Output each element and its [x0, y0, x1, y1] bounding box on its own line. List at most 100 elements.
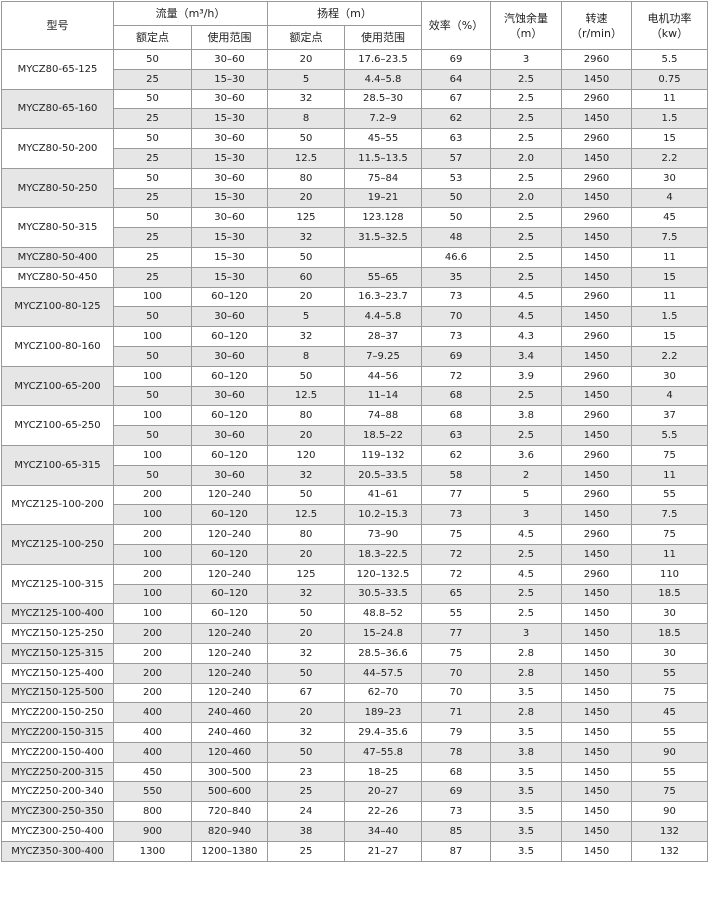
value-cell: 5	[490, 484, 562, 506]
value-cell: 7–9.25	[344, 345, 422, 367]
table-row: MYCZ100-80-125 100 60–120 20 16.3–23.7 73 4.5 2…	[1, 286, 708, 328]
table-row: 25 15–30 12.5 11.5–13.5 57 2.0 1450 2.2	[2, 147, 708, 169]
table-row: MYCZ125-100-250 200 120–240 80 73–90 75 4.5 296…	[1, 524, 708, 565]
value-cell: 3	[490, 504, 562, 526]
value-cell: 46.6	[421, 246, 491, 268]
model-cell: MYCZ150-125-400	[1, 662, 114, 684]
value-cell: 73	[421, 504, 491, 526]
table-row: 50 30–60 12.5 11–14 68 2.5 1450 4	[2, 385, 708, 407]
value-cell: 2.8	[490, 642, 562, 664]
value-cell: 100	[113, 286, 192, 308]
value-cell: 63	[421, 425, 491, 446]
value-cell: 200	[113, 642, 192, 664]
value-cell: 18.5	[631, 583, 708, 605]
model-cell: MYCZ350-300-400	[1, 840, 114, 862]
value-cell: 1450	[561, 504, 632, 526]
model-cell: MYCZ80-50-315	[1, 207, 114, 248]
value-cell: 7.5	[631, 504, 708, 526]
value-cell: 3.5	[490, 840, 562, 862]
value-cell: 80	[267, 524, 345, 545]
table-row: MYCZ250-200-340 550 500–600 25 20–27 69 3.5 145…	[1, 781, 708, 803]
header-cell: 额定点	[113, 25, 192, 50]
value-cell: 10.2–15.3	[344, 504, 422, 526]
header-cell: 汽蚀余量 （m）	[490, 1, 562, 50]
value-cell: 11	[631, 246, 708, 268]
value-cell: 37	[631, 405, 708, 427]
value-cell: 7.2–9	[344, 108, 422, 130]
value-cell: 1450	[561, 345, 632, 367]
value-cell: 5	[267, 68, 345, 90]
value-cell: 50	[421, 207, 491, 229]
model-cell: MYCZ100-65-250	[1, 405, 114, 446]
value-cell: 123.128	[344, 207, 422, 229]
value-cell: 22–26	[344, 801, 422, 823]
value-cell: 500–600	[191, 781, 268, 803]
value-cell: 23	[267, 761, 345, 783]
value-cell: 69	[421, 781, 491, 803]
value-cell: 4.4–5.8	[344, 68, 422, 90]
value-cell: 120–240	[191, 662, 268, 684]
value-cell: 1450	[561, 702, 632, 724]
value-cell: 5.5	[631, 425, 708, 446]
value-cell: 48.8–52	[344, 603, 422, 625]
table-row: MYCZ300-250-400 900 820–940 38 34–40 85 3.5 145…	[1, 821, 708, 842]
value-cell: 1450	[561, 821, 632, 842]
value-cell: 63	[421, 128, 491, 149]
value-cell: 64	[421, 68, 491, 90]
value-cell: 1450	[561, 385, 632, 407]
value-cell: 2960	[561, 524, 632, 545]
value-cell: 100	[113, 504, 192, 526]
value-cell: 200	[113, 682, 192, 704]
table-row: MYCZ100-65-200 100 60–120 50 44–56 72 3.9 2960 3…	[1, 365, 708, 407]
value-cell: 20	[267, 286, 345, 308]
value-cell: 15–30	[191, 227, 268, 248]
value-cell: 200	[113, 623, 192, 644]
value-cell: 74–88	[344, 405, 422, 427]
table-header: 型号 流量（m³/h） 扬程（m） 效率（%） 汽蚀余量 （m） 转速 （r/m…	[1, 1, 708, 50]
value-cell: 68	[421, 761, 491, 783]
value-cell: 72	[421, 563, 491, 585]
model-cell: MYCZ100-80-125	[1, 286, 114, 328]
value-cell: 2.2	[631, 147, 708, 169]
value-cell: 2960	[561, 563, 632, 585]
value-cell: 1.5	[631, 306, 708, 328]
table-row: MYCZ150-125-500 200 120–240 67 62–70 70 3.5 145…	[1, 682, 708, 704]
value-cell: 32	[267, 722, 345, 743]
table-row: MYCZ125-100-400 100 60–120 50 48.8–52 55 2.5 14…	[1, 603, 708, 625]
value-cell: 125	[267, 207, 345, 229]
value-cell: 50	[267, 603, 345, 625]
value-cell: 55	[421, 603, 491, 625]
value-cell: 2.0	[490, 187, 562, 209]
value-cell: 2960	[561, 49, 632, 70]
value-cell: 400	[113, 722, 192, 743]
value-cell: 53	[421, 167, 491, 189]
value-cell: 7.5	[631, 227, 708, 248]
value-cell: 8	[267, 345, 345, 367]
value-cell: 50	[113, 207, 192, 229]
model-cell: MYCZ200-150-315	[1, 722, 114, 743]
value-cell: 100	[113, 405, 192, 427]
value-cell: 75	[631, 781, 708, 803]
value-cell: 132	[631, 840, 708, 862]
value-cell: 8	[267, 108, 345, 130]
value-cell: 25	[267, 781, 345, 803]
value-cell: 85	[421, 821, 491, 842]
value-cell: 73	[421, 801, 491, 823]
value-cell: 16.3–23.7	[344, 286, 422, 308]
value-cell: 75	[631, 444, 708, 466]
value-cell: 2.5	[490, 207, 562, 229]
value-cell: 69	[421, 345, 491, 367]
header-cell: 型号	[1, 1, 114, 50]
value-cell: 1450	[561, 187, 632, 209]
value-cell: 30–60	[191, 464, 268, 486]
value-cell: 71	[421, 702, 491, 724]
value-cell: 100	[113, 365, 192, 387]
value-cell: 3.5	[490, 781, 562, 803]
value-cell: 1300	[113, 840, 192, 862]
value-cell: 80	[267, 405, 345, 427]
value-cell: 25	[113, 227, 192, 248]
table-row: 50 30–60 8 7–9.25 69 3.4 1450 2.2	[2, 345, 708, 367]
value-cell: 20	[267, 702, 345, 724]
value-cell: 120	[267, 444, 345, 466]
